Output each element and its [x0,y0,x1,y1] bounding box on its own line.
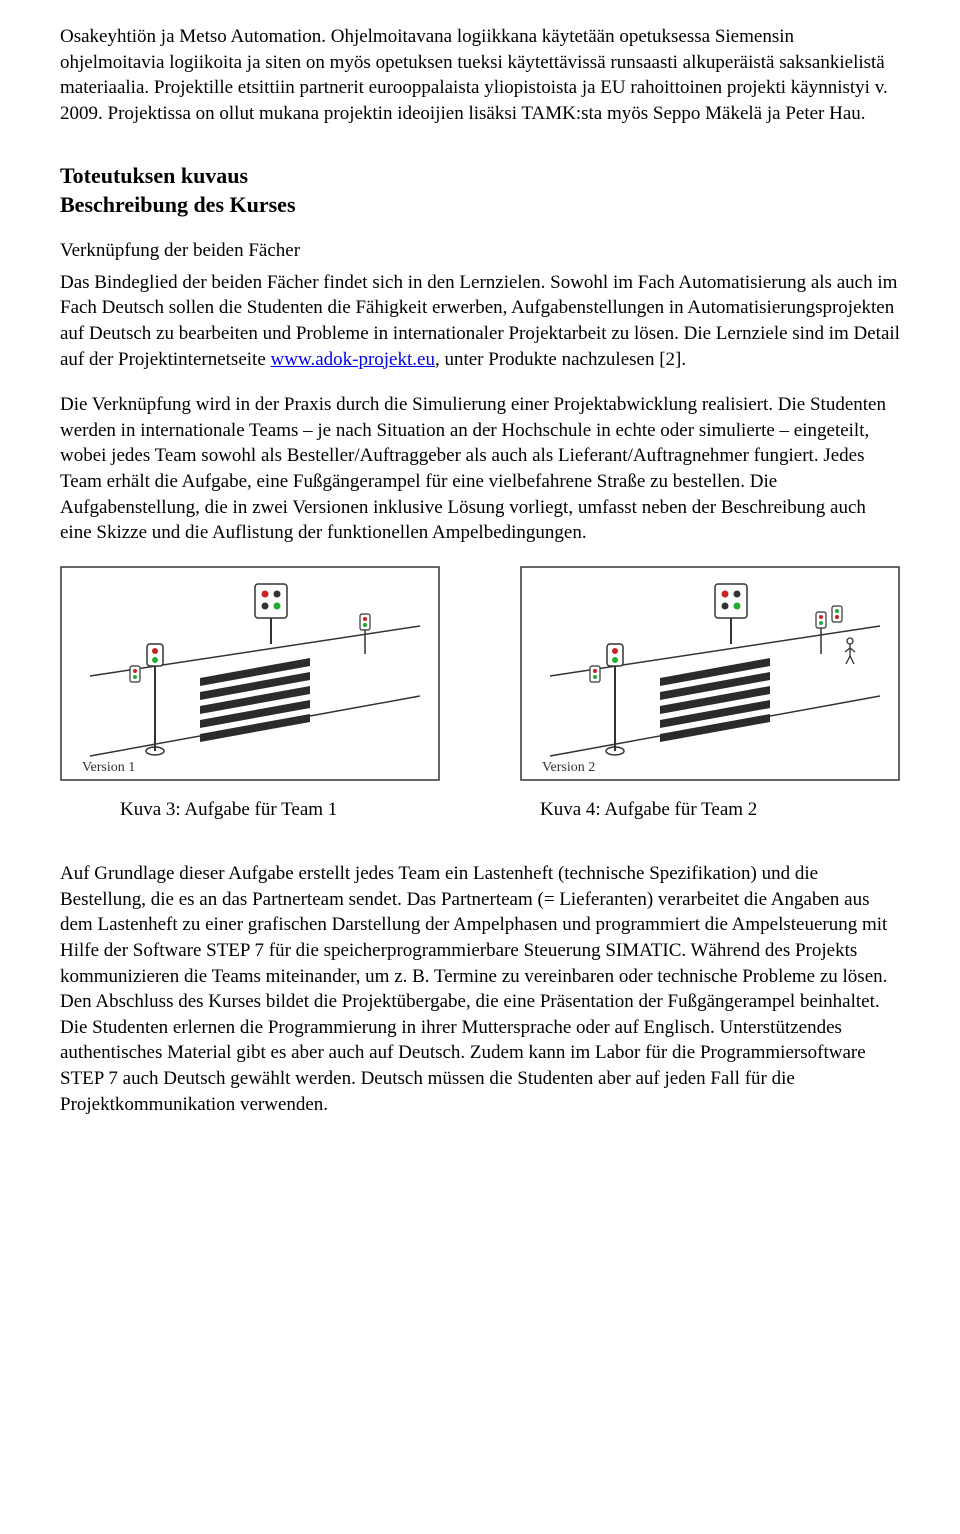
paragraph-project-description: Die Verknüpfung wird in der Praxis durch… [60,392,900,546]
figure-row: Version 1 [60,566,900,781]
caption-row: Kuva 3: Aufgabe für Team 1 Kuva 4: Aufga… [60,799,900,821]
sketch-version-1-icon: Version 1 [60,566,440,781]
document-page: Osakeyhtiön ja Metso Automation. Ohjelmo… [0,0,960,1197]
intro-paragraph: Osakeyhtiön ja Metso Automation. Ohjelmo… [60,24,900,127]
paragraph-learning-goals: Das Bindeglied der beiden Fächer findet … [60,270,900,373]
project-link[interactable]: www.adok-projekt.eu [271,349,435,370]
section-subheading: Verknüpfung der beiden Fächer [60,238,900,264]
figure-caption-2: Kuva 4: Aufgabe für Team 2 [480,799,860,821]
text-fragment: , unter Produkte nachzulesen [2]. [435,349,686,370]
figure-label-1: Version 1 [82,760,135,775]
figure-caption-1: Kuva 3: Aufgabe für Team 1 [60,799,440,821]
closing-paragraph: Auf Grundlage dieser Aufgabe erstellt je… [60,861,900,1117]
section-title-de: Beschreibung des Kurses [60,190,900,220]
section-title-fi: Toteutuksen kuvaus [60,161,900,191]
figure-version-1: Version 1 [60,566,440,781]
sketch-version-2-icon: Version 2 [520,566,900,781]
figure-label-2: Version 2 [542,760,595,775]
figure-version-2: Version 2 [520,566,900,781]
